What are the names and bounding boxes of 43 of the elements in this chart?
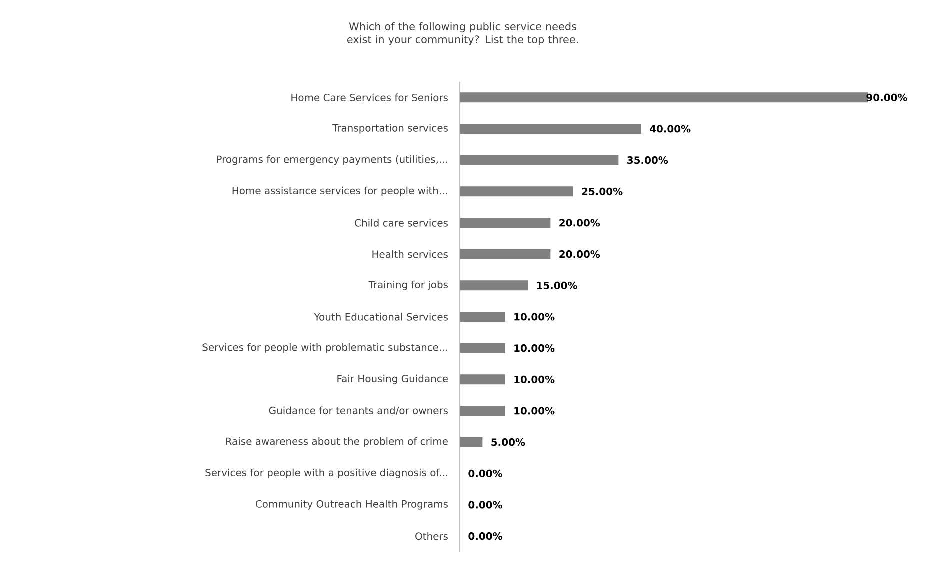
bar [460, 249, 551, 260]
data-label: 35.00% [628, 156, 668, 164]
bar [460, 124, 642, 134]
data-label: 20.00% [560, 219, 600, 227]
data-label: 5.00% [492, 438, 526, 446]
bar [460, 186, 574, 197]
data-label: 10.00% [514, 344, 555, 352]
data-label: 25.00% [582, 188, 623, 196]
data-label: 0.00% [468, 501, 502, 509]
y-tick-label: Others [416, 532, 448, 540]
data-label: 40.00% [650, 125, 691, 133]
data-label: 90.00% [866, 94, 908, 102]
y-tick-label: Transportation services [332, 124, 448, 134]
bar [460, 374, 506, 385]
bar [460, 343, 506, 354]
data-label: 10.00% [514, 376, 555, 384]
data-label: 15.00% [537, 282, 578, 290]
y-tick-label: Youth Educational Services [314, 313, 448, 321]
data-label: 10.00% [514, 407, 555, 415]
bar [460, 92, 868, 103]
bar [460, 437, 483, 448]
chart-title: Which of the following public service needs exist in your community? List the top three. [347, 22, 578, 46]
y-tick-label: Programs for emergency payments (utilities,... [217, 156, 448, 166]
bar [460, 312, 506, 322]
data-label: 20.00% [560, 250, 600, 258]
y-tick-label: Services for people with a positive diagnosis of... [206, 468, 448, 478]
bar [460, 406, 506, 416]
y-tick-label: Home assistance services for people with... [232, 186, 448, 196]
data-label: 0.00% [468, 470, 502, 478]
bar [460, 218, 551, 228]
bar [460, 280, 528, 291]
y-tick-label: Health services [372, 250, 448, 258]
y-tick-label: Child care services [355, 219, 448, 227]
y-tick-label: Services for people with problematic substance... [202, 344, 448, 354]
y-tick-label: Fair Housing Guidance [338, 374, 448, 384]
bar [460, 155, 619, 166]
y-tick-label: Training for jobs [368, 280, 448, 290]
y-tick-label: Home Care Services for Seniors [292, 94, 448, 102]
y-tick-label: Community Outreach Health Programs [256, 500, 448, 510]
y-tick-label: Guidance for tenants and/or owners [269, 406, 448, 416]
data-label: 10.00% [514, 313, 555, 321]
data-label: 0.00% [468, 532, 502, 540]
y-tick-label: Raise awareness about the problem of crime [226, 438, 448, 448]
